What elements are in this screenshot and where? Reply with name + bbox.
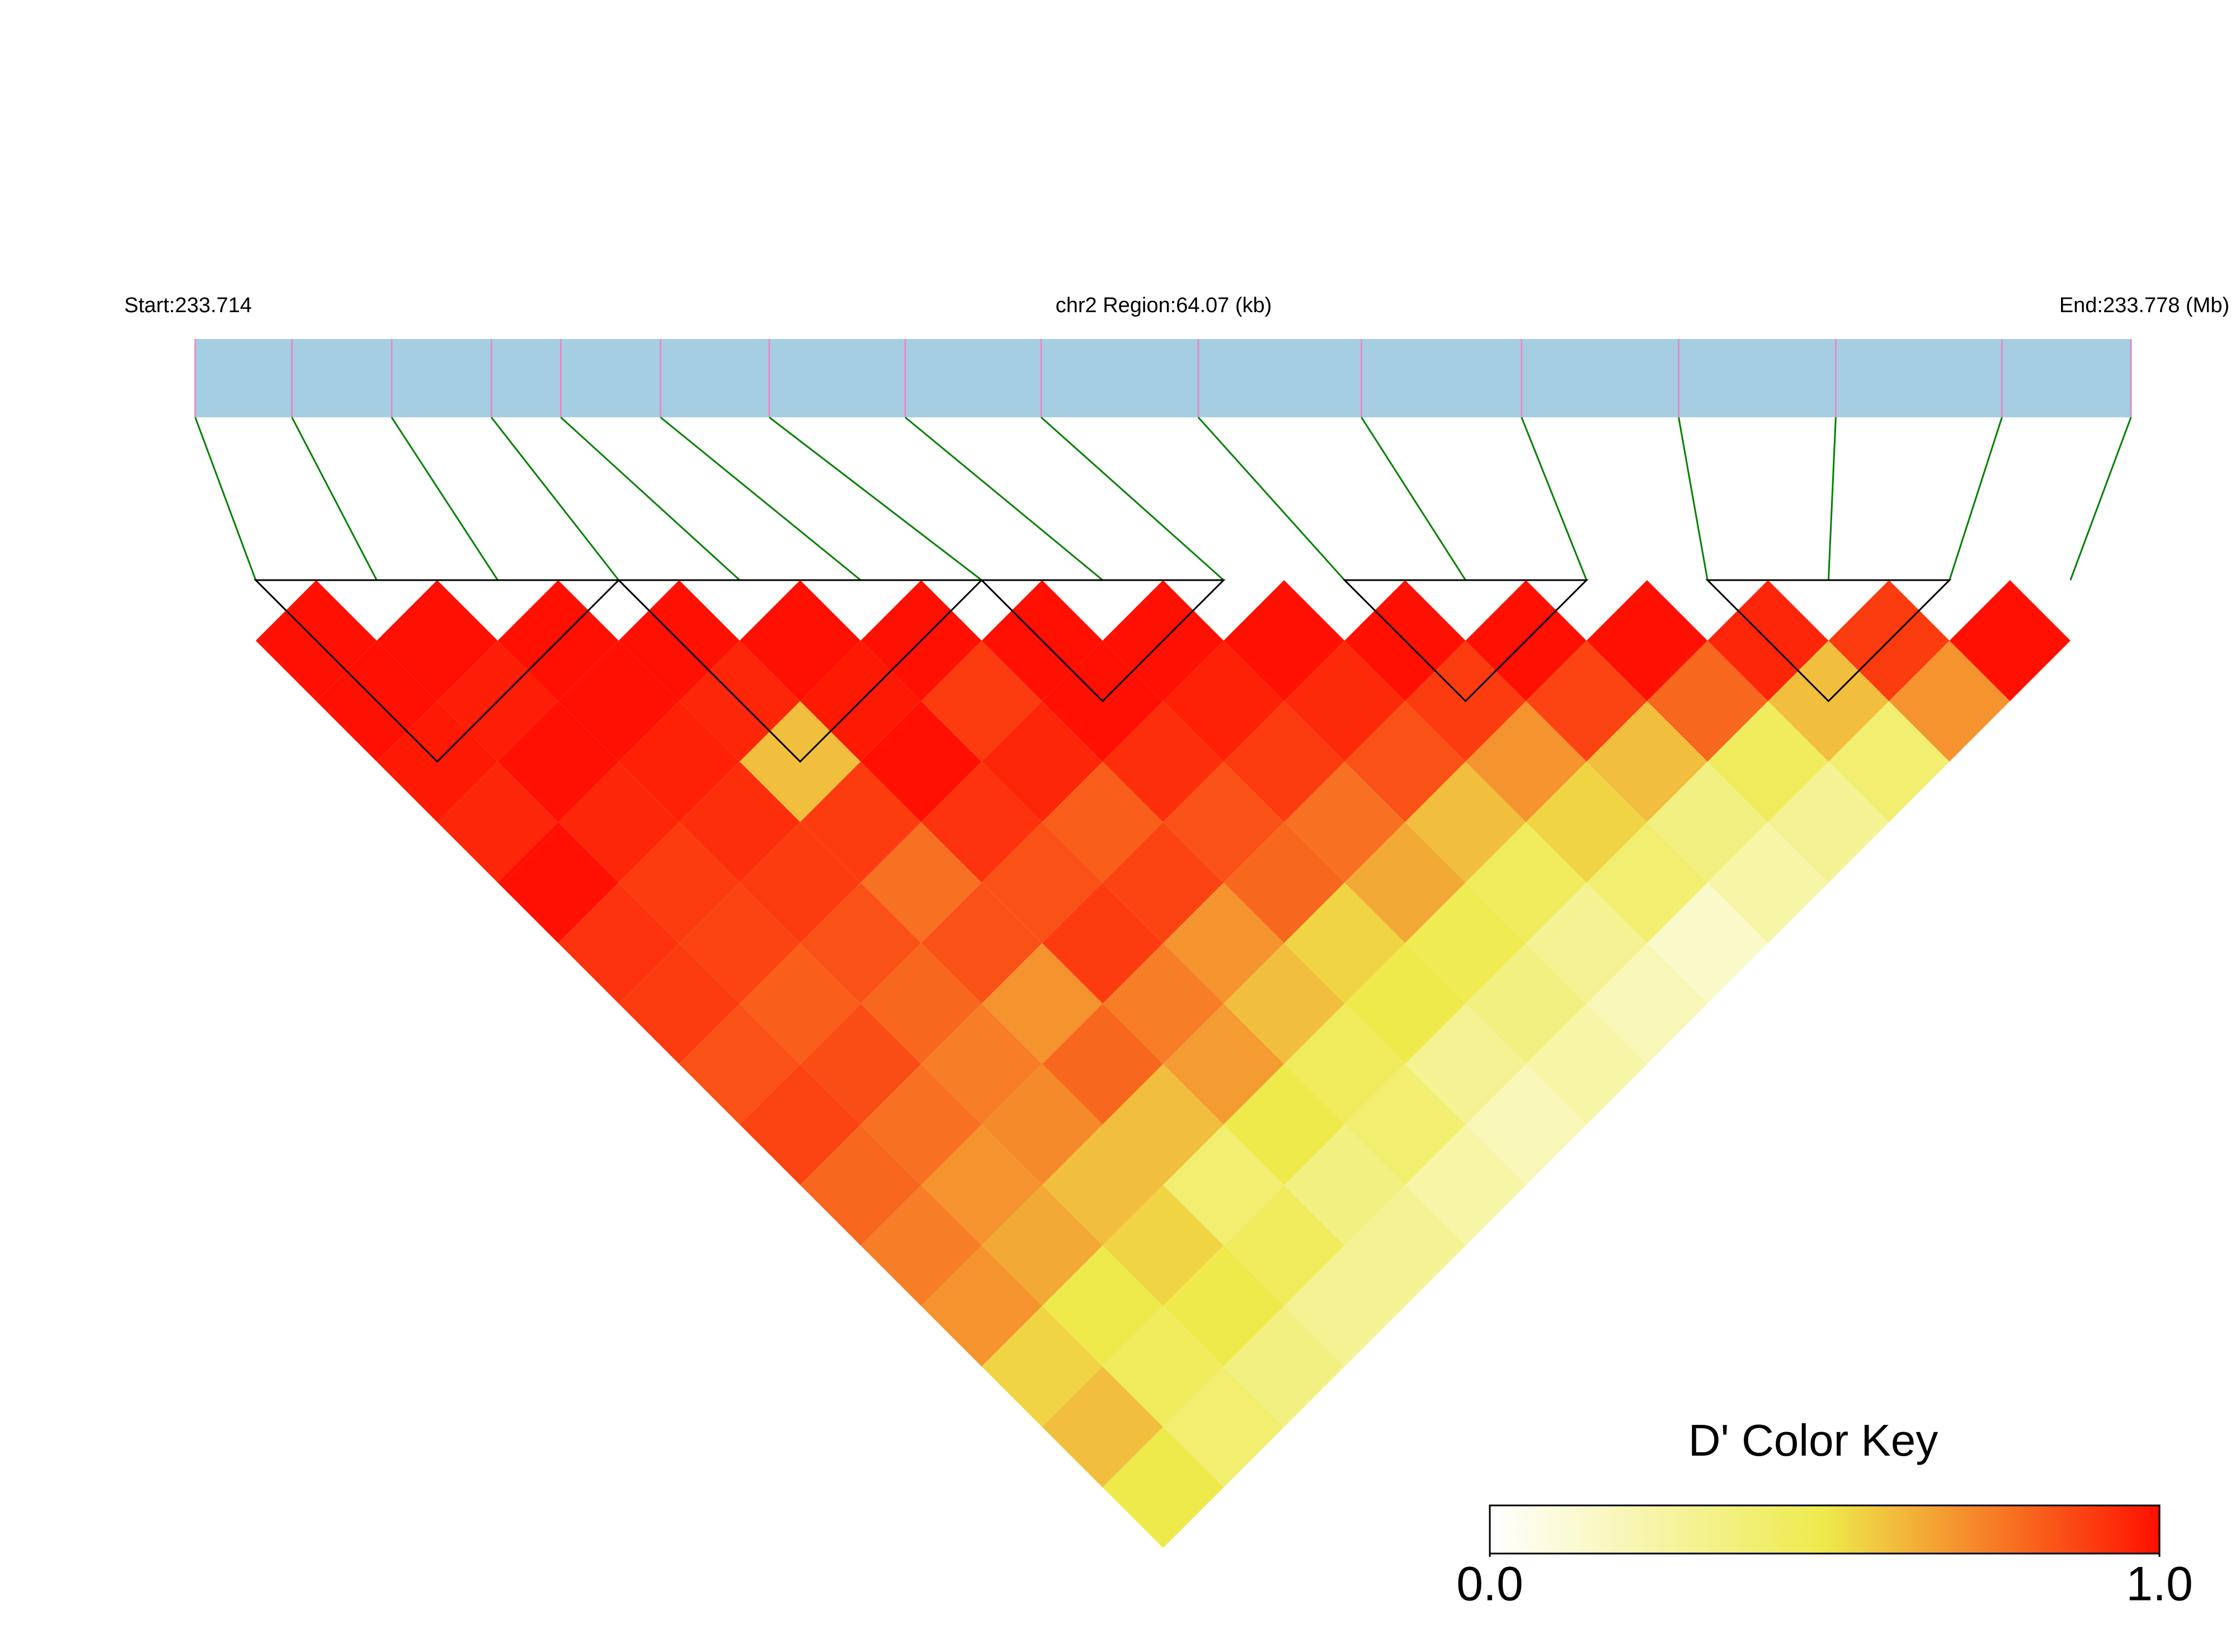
snp-link [1197,416,1345,581]
snp-link [2069,417,2132,581]
snp-link [1678,417,1709,581]
snp-link [1361,417,1466,581]
color-key-bar [1489,1504,2161,1555]
color-key-tick-label: 0.0 [1456,1557,1523,1611]
snp-link [194,417,257,581]
ld-block [617,579,984,763]
snp-link [905,416,1103,581]
ld-block [980,579,1226,703]
region-label: chr2 Region:64.07 (kb) [1056,294,1272,317]
ld-block [1705,579,1952,703]
snp-link [1041,416,1225,581]
ld-block [1342,579,1589,703]
ld-cell [1949,580,2071,702]
snp-link [769,416,982,581]
snp-link [560,416,741,581]
snp-link [1949,417,2003,581]
snp-link [1827,417,1837,581]
snp-link [491,417,620,581]
end-label: End:233.778 (Mb) [2059,294,2229,317]
snp-link [291,417,378,581]
color-key-tick-label: 1.0 [2126,1557,2193,1611]
snp-link [660,416,862,581]
snp-link [1521,417,1588,581]
color-key-title: D' Color Key [1688,1415,1938,1465]
snp-bar [195,339,2131,417]
snp-link [390,417,498,581]
start-label: Start:233.714 [124,294,252,317]
ld-block [253,579,621,763]
